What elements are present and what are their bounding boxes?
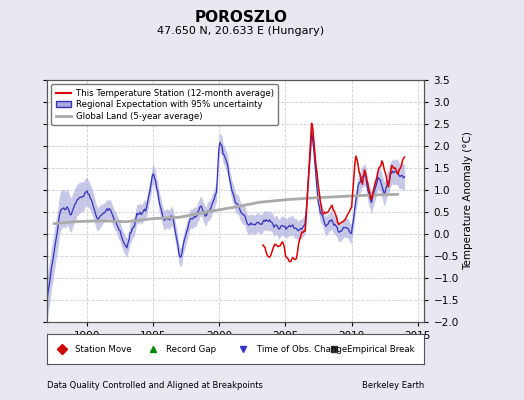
Text: Time of Obs. Change: Time of Obs. Change	[257, 344, 347, 354]
Legend: This Temperature Station (12-month average), Regional Expectation with 95% uncer: This Temperature Station (12-month avera…	[51, 84, 278, 125]
Y-axis label: Temperature Anomaly (°C): Temperature Anomaly (°C)	[463, 132, 473, 270]
Text: 47.650 N, 20.633 E (Hungary): 47.650 N, 20.633 E (Hungary)	[158, 26, 324, 36]
Text: POROSZLO: POROSZLO	[194, 10, 288, 25]
Text: Record Gap: Record Gap	[166, 344, 216, 354]
Text: Station Move: Station Move	[75, 344, 132, 354]
Text: Empirical Break: Empirical Break	[347, 344, 414, 354]
Text: Berkeley Earth: Berkeley Earth	[362, 381, 424, 390]
Text: Data Quality Controlled and Aligned at Breakpoints: Data Quality Controlled and Aligned at B…	[47, 381, 263, 390]
